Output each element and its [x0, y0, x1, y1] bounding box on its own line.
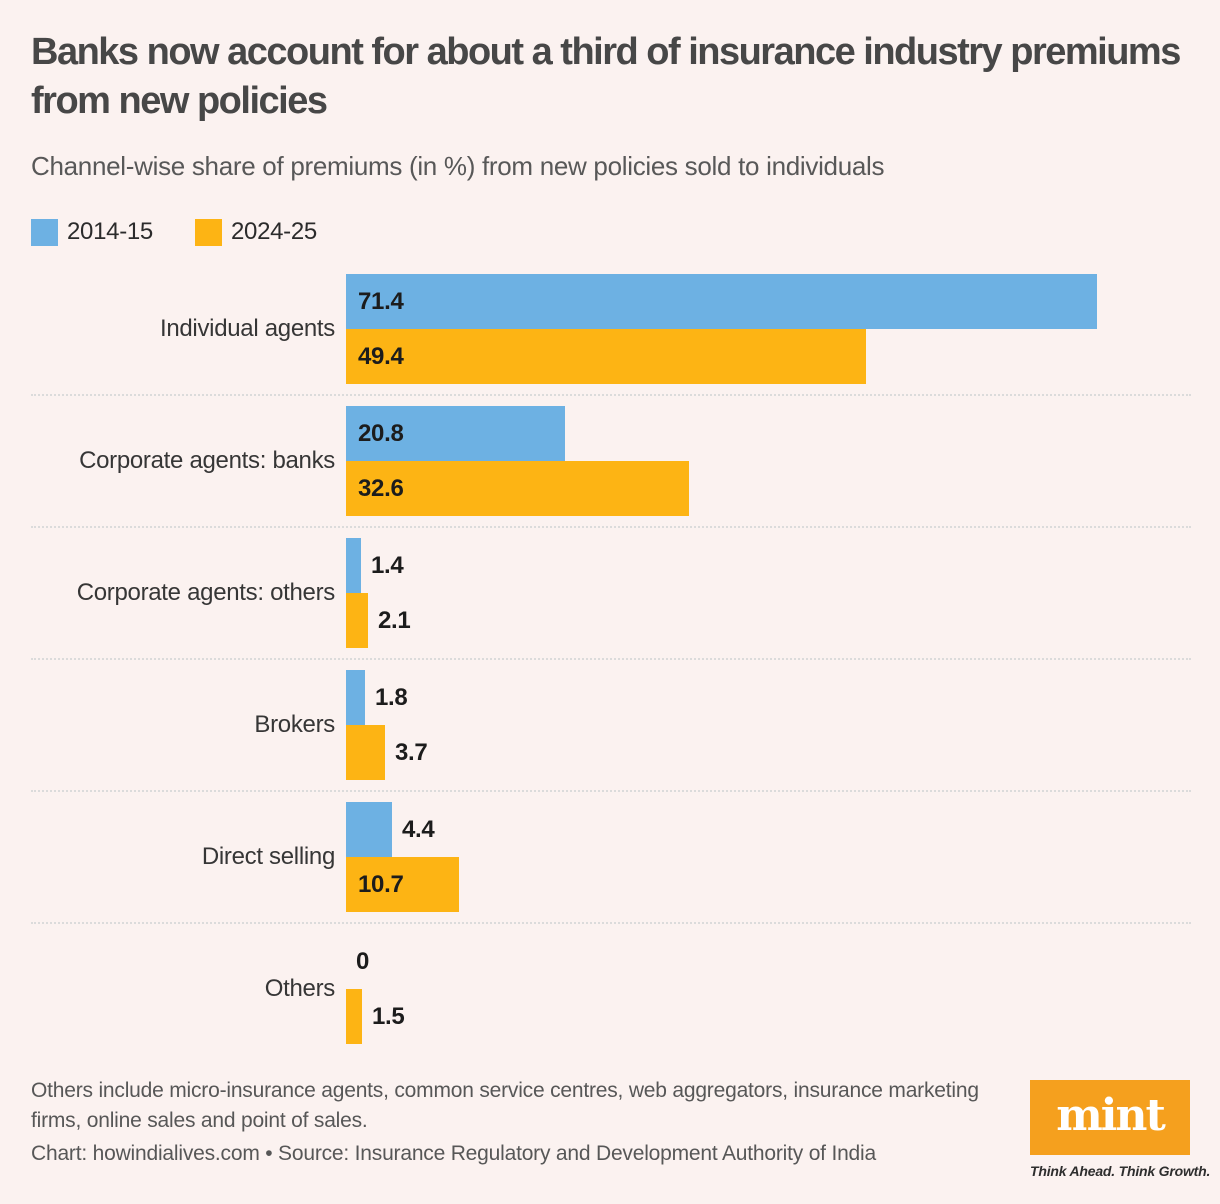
bar-track: 10.7 [346, 857, 1191, 912]
bar-group: 71.4 49.4 [346, 274, 1191, 384]
chart-row: Individual agents 71.4 49.4 [31, 264, 1191, 396]
bar-2024-25 [346, 593, 368, 648]
bar-group: 4.4 10.7 [346, 802, 1191, 912]
chart-row: Brokers 1.8 3.7 [31, 660, 1191, 792]
value-label: 32.6 [358, 475, 404, 502]
category-label: Corporate agents: others [76, 579, 336, 606]
chart-subtitle: Channel-wise share of premiums (in %) fr… [31, 151, 885, 181]
bar-2014-15 [346, 670, 365, 725]
mint-logo-text: mint [1056, 1089, 1166, 1141]
bar-group: 20.8 32.6 [346, 406, 1191, 516]
value-label: 4.4 [402, 816, 435, 843]
value-label: 3.7 [395, 739, 428, 766]
value-label: 71.4 [358, 288, 404, 315]
bar-track: 20.8 [346, 406, 1191, 461]
bar-2014-15 [346, 274, 1097, 329]
bar-track: 0 [346, 934, 1191, 989]
category-label: Brokers [254, 711, 335, 738]
bar-track: 1.5 [346, 989, 1191, 1044]
bar-group: 0 1.5 [346, 934, 1191, 1044]
bar-group: 1.4 2.1 [346, 538, 1191, 648]
mint-tagline: Think Ahead. Think Growth. [1030, 1163, 1211, 1179]
bar-chart: Individual agents 71.4 49.4 Corporate agent… [31, 264, 1191, 1054]
bar-2024-25 [346, 725, 385, 780]
legend-label-2024-25: 2024-25 [230, 218, 317, 245]
mint-logo: mint [1030, 1080, 1190, 1155]
legend-label-2014-15: 2014-15 [67, 218, 153, 245]
bar-2024-25 [346, 329, 866, 384]
legend: 2014-15 2024-25 [31, 218, 317, 246]
value-label: 0 [356, 948, 370, 975]
bar-group: 1.8 3.7 [346, 670, 1191, 780]
mint-branding: mint Think Ahead. Think Growth. [1030, 1080, 1211, 1179]
value-label: 1.5 [372, 1003, 405, 1030]
value-label: 49.4 [358, 343, 404, 370]
footnote: Others include micro-insurance agents, c… [31, 1079, 979, 1132]
chart-row: Others 0 1.5 [31, 924, 1191, 1054]
bar-track: 3.7 [346, 725, 1191, 780]
bar-2014-15 [346, 538, 361, 593]
chart-title: Banks now account for about a third of i… [31, 31, 1181, 122]
value-label: 10.7 [358, 871, 404, 898]
legend-swatch-2024-25-icon [194, 218, 222, 246]
bar-2014-15 [346, 406, 565, 461]
value-label: 2.1 [378, 607, 411, 634]
category-label: Corporate agents: banks [79, 447, 335, 474]
legend-item-2024-25: 2024-25 [194, 218, 317, 246]
credit-line: Chart: howindialives.com • Source: Insur… [31, 1142, 876, 1165]
value-label: 1.4 [371, 552, 404, 579]
bar-2024-25 [346, 857, 459, 912]
category-label: Others [264, 975, 336, 1002]
bar-2014-15 [346, 802, 392, 857]
bar-track: 1.4 [346, 538, 1191, 593]
chart-row: Corporate agents: banks 20.8 32.6 [31, 396, 1191, 528]
bar-2024-25 [346, 461, 689, 516]
bar-track: 1.8 [346, 670, 1191, 725]
category-label: Individual agents [159, 315, 335, 342]
bar-2024-25 [346, 989, 362, 1044]
bar-track: 2.1 [346, 593, 1191, 648]
bar-track: 49.4 [346, 329, 1191, 384]
legend-swatch-2014-15-icon [31, 218, 58, 246]
value-label: 20.8 [358, 420, 404, 447]
value-label: 1.8 [375, 684, 408, 711]
bar-track: 71.4 [346, 274, 1191, 329]
bar-track: 32.6 [346, 461, 1191, 516]
bar-track: 4.4 [346, 802, 1191, 857]
legend-item-2014-15: 2014-15 [31, 218, 153, 246]
chart-row: Direct selling 4.4 10.7 [31, 792, 1191, 924]
chart-row: Corporate agents: others 1.4 2.1 [31, 528, 1191, 660]
category-label: Direct selling [201, 843, 335, 870]
